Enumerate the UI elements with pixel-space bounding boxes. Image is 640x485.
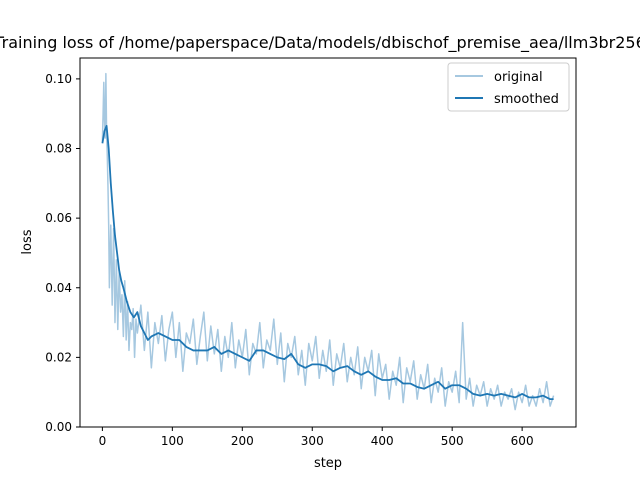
x-tick-label: 100	[161, 434, 184, 448]
y-axis-label: loss	[20, 229, 35, 254]
y-tick-label: 0.04	[45, 281, 72, 295]
series-line-smoothed	[101, 124, 554, 401]
y-tick-label: 0.06	[45, 211, 72, 225]
chart-title: Training loss of /home/paperspace/Data/m…	[0, 33, 640, 53]
legend-label-smoothed: smoothed	[494, 92, 559, 107]
y-tick-label: 0.08	[45, 142, 72, 156]
series-line-original	[101, 72, 555, 411]
x-tick-label: 600	[511, 434, 534, 448]
x-tick-label: 500	[441, 434, 464, 448]
legend: original smoothed	[447, 62, 570, 112]
plot-frame	[79, 57, 577, 428]
x-tick-label: 200	[231, 434, 254, 448]
legend-label-original: original	[494, 70, 543, 85]
y-tick-label: 0.02	[45, 350, 72, 364]
y-tick-label: 0.10	[45, 72, 72, 86]
x-tick-label: 400	[371, 434, 394, 448]
x-axis-label: step	[314, 456, 342, 471]
x-tick-label: 0	[99, 434, 107, 448]
x-tick-label: 300	[301, 434, 324, 448]
y-tick-label: 0.00	[45, 420, 72, 434]
